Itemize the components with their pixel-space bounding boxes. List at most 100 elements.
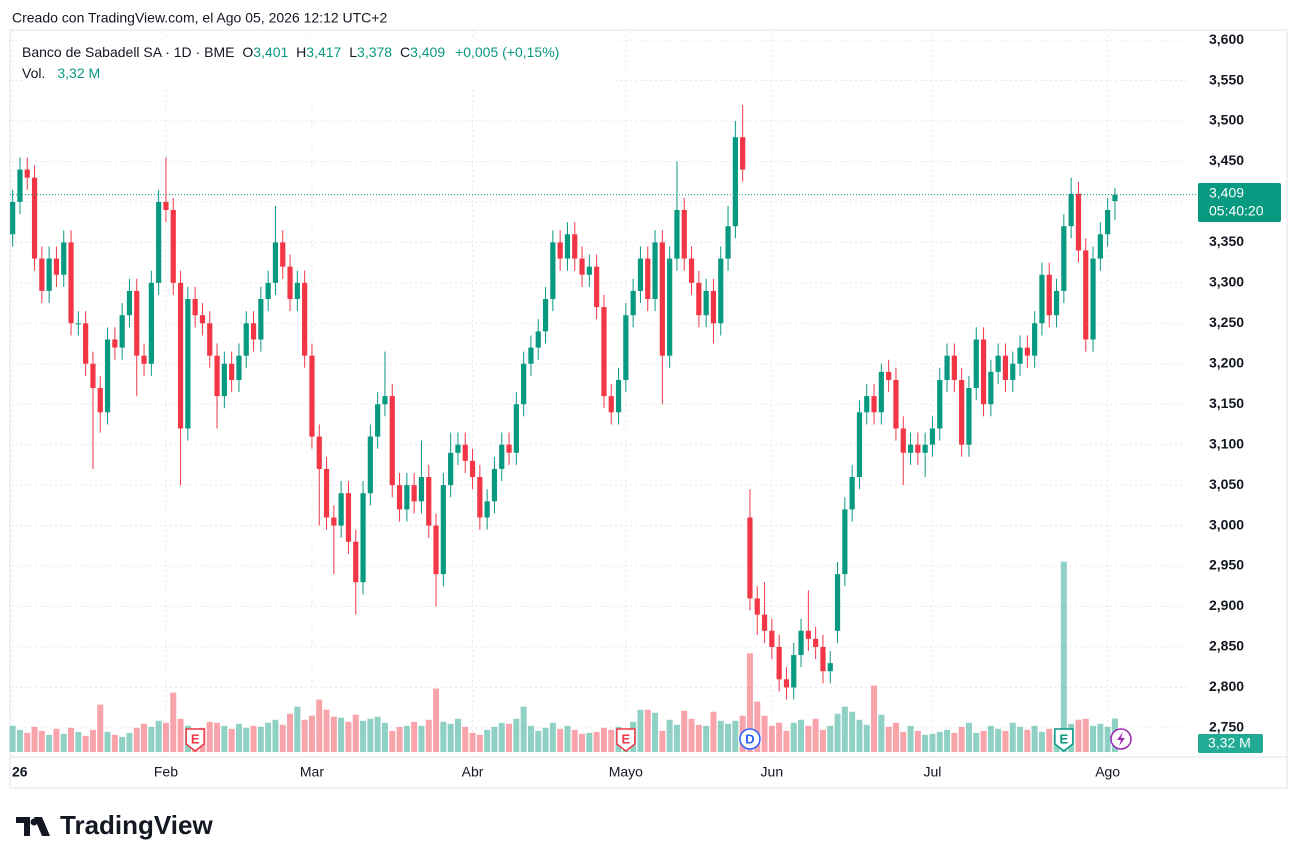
volume-bar bbox=[790, 722, 797, 752]
candle-body bbox=[893, 379, 899, 429]
volume-bar bbox=[46, 734, 53, 752]
candle-body bbox=[645, 258, 651, 300]
x-tick-label: Mar bbox=[300, 764, 324, 780]
candle-body bbox=[732, 137, 738, 227]
candle-body bbox=[864, 396, 870, 413]
volume-bar bbox=[1024, 729, 1031, 752]
candle-body bbox=[258, 299, 264, 340]
candle-body bbox=[988, 371, 994, 405]
candle-body bbox=[1097, 234, 1103, 259]
volume-bar bbox=[1031, 725, 1038, 752]
volume-bar bbox=[754, 701, 761, 752]
volume-bar bbox=[812, 718, 819, 752]
volume-bar bbox=[301, 719, 308, 752]
y-tick-label: 3,300 bbox=[1209, 274, 1244, 290]
open: 3,401 bbox=[253, 44, 288, 60]
candle-body bbox=[1053, 290, 1060, 316]
candle-body bbox=[659, 242, 665, 356]
volume-bar bbox=[403, 725, 410, 752]
candle-body bbox=[834, 574, 841, 631]
volume-bar bbox=[673, 724, 680, 752]
candle-body bbox=[90, 363, 96, 389]
candle-body bbox=[776, 646, 782, 680]
price-tag bbox=[1198, 183, 1281, 222]
candle-body bbox=[469, 460, 476, 478]
volume-bar bbox=[396, 726, 403, 752]
candle-body bbox=[805, 630, 811, 639]
candle-body bbox=[959, 379, 965, 445]
candle-body bbox=[1010, 363, 1016, 380]
volume-bar bbox=[987, 725, 994, 752]
volume-bar bbox=[104, 731, 111, 752]
candle-body bbox=[637, 258, 644, 291]
x-tick-label: Abr bbox=[462, 764, 484, 780]
volume-bar bbox=[1046, 728, 1053, 752]
candle-body bbox=[849, 477, 855, 510]
volume-bar bbox=[878, 714, 885, 752]
y-tick-label: 3,350 bbox=[1209, 233, 1244, 249]
candle-body bbox=[265, 282, 271, 300]
event-badge bbox=[616, 728, 636, 752]
candle-body bbox=[367, 436, 373, 494]
candle-body bbox=[572, 234, 578, 259]
candle-body bbox=[455, 444, 461, 453]
change: +0,005 (+0,15%) bbox=[455, 44, 559, 60]
o-key: O bbox=[242, 44, 253, 60]
candle-body bbox=[980, 339, 987, 405]
candle-body bbox=[323, 468, 330, 518]
volume-bar bbox=[549, 722, 556, 752]
candle-body bbox=[798, 630, 804, 656]
candle-body bbox=[1083, 250, 1089, 340]
candle-body bbox=[688, 258, 695, 283]
candle-body bbox=[440, 485, 446, 575]
low: 3,378 bbox=[357, 44, 392, 60]
volume-bar bbox=[155, 720, 162, 752]
vol-key: Vol. bbox=[22, 65, 45, 81]
volume-bar bbox=[571, 729, 578, 752]
candle-body bbox=[53, 258, 60, 275]
volume-bar bbox=[746, 653, 753, 752]
volume-bar bbox=[798, 719, 805, 752]
candle-body bbox=[674, 210, 680, 259]
volume-bar bbox=[469, 732, 476, 752]
vol-legend: Vol. 3,32 M bbox=[22, 65, 100, 81]
candle-body bbox=[966, 388, 972, 445]
volume-bar bbox=[608, 729, 615, 752]
y-tick-label: 2,800 bbox=[1209, 678, 1244, 694]
volume-bar bbox=[1038, 731, 1045, 752]
volume-bar bbox=[1075, 719, 1082, 752]
volume-bar bbox=[849, 711, 856, 752]
volume-bar bbox=[892, 722, 899, 752]
candle-body bbox=[528, 347, 534, 364]
candle-body bbox=[75, 323, 81, 325]
volume-bar bbox=[637, 709, 644, 752]
candle-body bbox=[513, 404, 519, 453]
candle-body bbox=[740, 137, 746, 170]
volume-bar bbox=[710, 711, 717, 752]
candle-body bbox=[411, 485, 417, 502]
candle-body bbox=[294, 282, 300, 300]
candle-body bbox=[68, 242, 74, 324]
candle-body bbox=[813, 638, 819, 647]
candle-body bbox=[375, 404, 381, 437]
candle-body bbox=[302, 282, 308, 356]
volume-bar bbox=[272, 719, 279, 752]
legend-bg bbox=[22, 40, 612, 86]
candle-body bbox=[236, 355, 242, 380]
volume-bar bbox=[681, 710, 688, 752]
candle-body bbox=[1024, 347, 1030, 356]
candle-body bbox=[856, 412, 863, 478]
lightning-icon bbox=[1110, 728, 1132, 750]
volume-bar bbox=[695, 724, 702, 752]
volume-bar bbox=[513, 718, 520, 752]
candle-body bbox=[148, 282, 154, 364]
volume-bar bbox=[944, 729, 951, 752]
candle-body bbox=[1032, 323, 1038, 356]
candle-body bbox=[389, 396, 395, 486]
volume-bar bbox=[958, 726, 965, 752]
candle-body bbox=[192, 299, 198, 316]
candle-body bbox=[10, 201, 16, 235]
y-tick-label: 3,550 bbox=[1209, 71, 1244, 87]
volume-layer bbox=[9, 561, 1118, 752]
volume-bar bbox=[206, 721, 213, 752]
